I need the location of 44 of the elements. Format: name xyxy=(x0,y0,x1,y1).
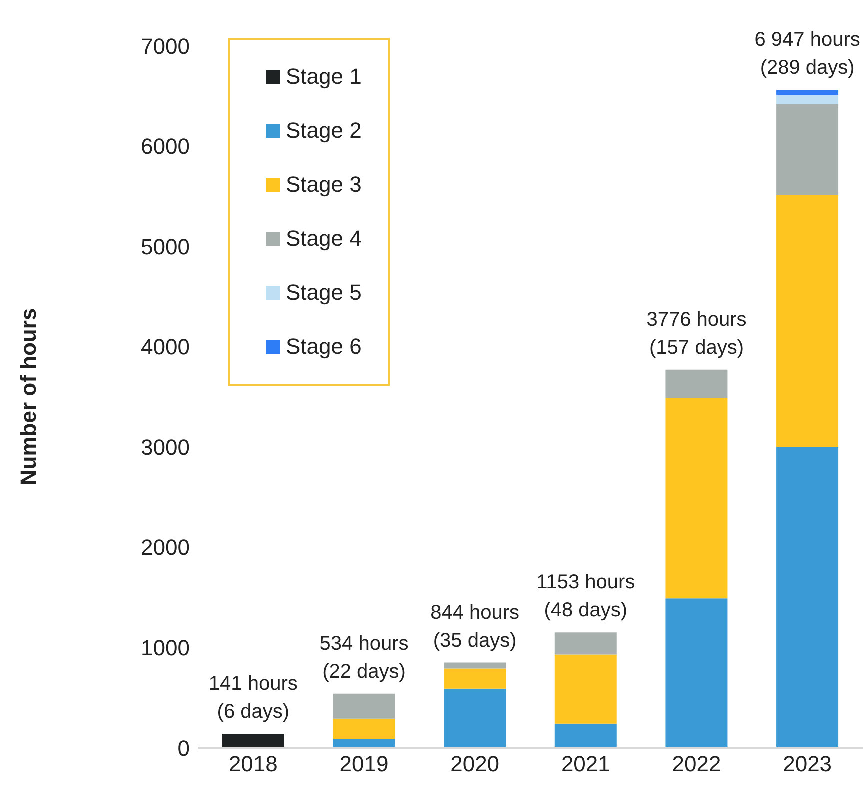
bar xyxy=(333,718,396,739)
bar xyxy=(666,398,728,599)
total-label: 6 947 hours (289 days) xyxy=(754,29,860,80)
bar xyxy=(222,734,284,748)
bar xyxy=(333,694,396,719)
y-tick-label: 7000 xyxy=(141,34,190,59)
bar xyxy=(776,90,839,96)
y-tick-label: 3000 xyxy=(141,434,190,460)
bar xyxy=(776,95,839,104)
bar xyxy=(776,104,839,196)
y-tick-label: 2000 xyxy=(141,535,190,560)
y-tick-label: 5000 xyxy=(141,234,190,260)
bar xyxy=(554,724,617,748)
legend-label: Stage 2 xyxy=(286,118,362,144)
legend-label: Stage 5 xyxy=(286,280,362,306)
bar xyxy=(666,598,728,748)
legend-label: Stage 4 xyxy=(286,226,362,252)
bar xyxy=(554,632,617,655)
x-tick-label: 2018 xyxy=(228,752,278,777)
bar xyxy=(444,688,506,748)
y-tick-label: 6000 xyxy=(141,134,190,160)
total-label: 141 hours (6 days) xyxy=(208,672,298,723)
y-tick-label: 1000 xyxy=(141,636,190,661)
y-tick-label: 4000 xyxy=(141,334,190,360)
x-tick-label: 2021 xyxy=(561,752,610,777)
bar xyxy=(554,654,617,724)
total-label: 3776 hours (157 days) xyxy=(646,308,747,359)
x-tick-label: 2023 xyxy=(783,752,832,777)
total-label: 534 hours (22 days) xyxy=(320,632,409,683)
bar xyxy=(444,662,506,669)
legend-label: Stage 3 xyxy=(286,172,362,198)
x-tick-label: 2020 xyxy=(450,752,500,777)
x-tick-label: 2022 xyxy=(672,752,722,777)
bar xyxy=(776,447,839,748)
y-axis-title: Number of hours xyxy=(16,308,41,486)
total-label: 844 hours (35 days) xyxy=(430,602,520,652)
bar xyxy=(444,668,506,689)
legend-label: Stage 1 xyxy=(286,64,362,90)
x-tick-label: 2019 xyxy=(340,752,389,777)
bar xyxy=(666,370,728,398)
total-label: 1153 hours (48 days) xyxy=(536,572,636,622)
y-tick-label: 0 xyxy=(178,736,190,761)
legend-label: Stage 6 xyxy=(286,334,362,360)
bar xyxy=(776,195,839,448)
